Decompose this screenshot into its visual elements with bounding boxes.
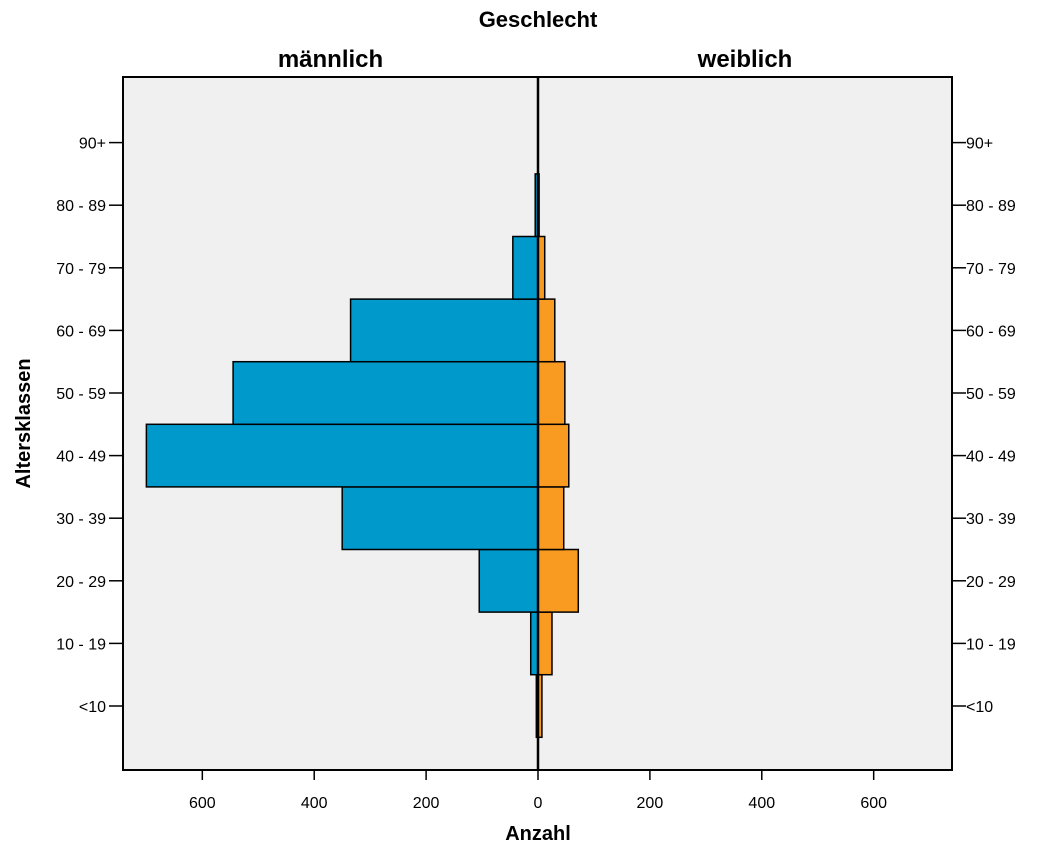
y-tick-label-right: 20 - 29 (966, 574, 1016, 591)
x-tick-label: 200 (413, 795, 440, 812)
x-tick-label: 400 (301, 795, 328, 812)
bar-female (537, 548, 580, 613)
y-tick-label-left: 20 - 29 (56, 574, 106, 591)
bars-layer (145, 173, 580, 739)
series-label-female: weiblich (697, 46, 793, 73)
y-tick-label-left: <10 (79, 699, 106, 716)
y-tick-label-right: 30 - 39 (966, 511, 1016, 528)
x-tick-label: 0 (534, 795, 543, 812)
bar-male (232, 360, 539, 426)
y-tick-label-left: 10 - 19 (56, 636, 106, 653)
y-tick-label-left: 50 - 59 (56, 386, 106, 403)
y-tick-label-right: 80 - 89 (966, 198, 1016, 215)
series-label-male: männlich (278, 46, 383, 73)
y-tick-label-right: 50 - 59 (966, 386, 1016, 403)
x-tick-label: 600 (860, 795, 887, 812)
y-tick-label-right: 60 - 69 (966, 323, 1016, 340)
y-axis-title: Altersklassen (13, 358, 35, 488)
y-tick-label-left: 90+ (79, 136, 106, 153)
y-tick-label-left: 70 - 79 (56, 261, 106, 278)
y-tick-label-left: 60 - 69 (56, 323, 106, 340)
bar-male (349, 298, 539, 363)
bar-female (537, 486, 565, 551)
y-tick-label-right: 90+ (966, 136, 993, 153)
y-tick-label-right: <10 (966, 699, 993, 716)
chart-title: Geschlecht (479, 7, 598, 32)
x-tick-label: 600 (189, 795, 216, 812)
bar-female (537, 298, 556, 363)
x-tick-label: 400 (748, 795, 775, 812)
y-tick-label-right: 10 - 19 (966, 636, 1016, 653)
y-tick-label-left: 80 - 89 (56, 198, 106, 215)
y-tick-label-right: 70 - 79 (966, 261, 1016, 278)
x-tick-label: 200 (637, 795, 664, 812)
bar-female (537, 423, 570, 488)
bar-male (478, 548, 539, 613)
y-tick-label-left: 30 - 39 (56, 511, 106, 528)
y-tick-label-right: 40 - 49 (966, 449, 1016, 466)
bar-male (145, 423, 539, 488)
bar-female (537, 360, 566, 426)
bar-female (537, 611, 553, 676)
ticks-layer: <10 <10 10 - 19 10 - 19 20 - 29 20 - 29 30 - 3… (56, 136, 1016, 812)
bar-male (341, 486, 539, 551)
bar-male (512, 235, 539, 300)
y-tick-label-left: 40 - 49 (56, 449, 106, 466)
x-axis-title: Anzahl (505, 823, 571, 845)
